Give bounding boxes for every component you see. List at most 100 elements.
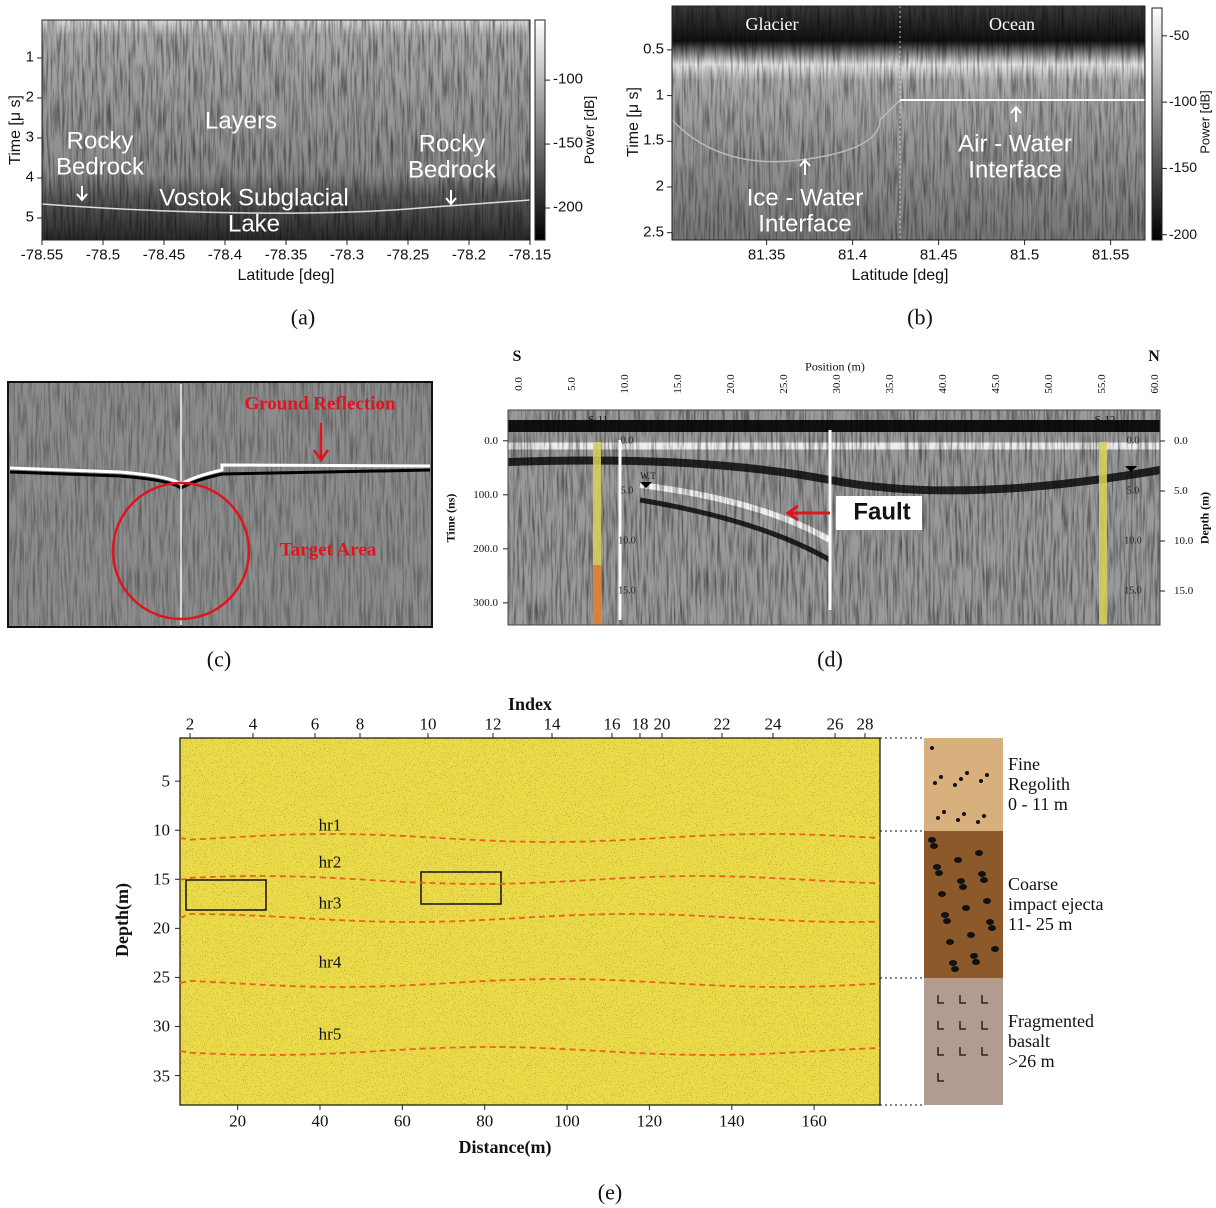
- horizon-label: hr5: [318, 1024, 342, 1044]
- annotation: Target Area: [279, 539, 377, 561]
- tick-label: 20: [653, 714, 671, 734]
- tick-label: 30.0: [830, 374, 843, 394]
- x-axis-label: Latitude [deg]: [237, 267, 335, 285]
- annotation: Interface: [968, 157, 1062, 184]
- tick-label: -100: [1169, 93, 1198, 110]
- tick-label: 22: [713, 714, 731, 734]
- caption: (e): [597, 1179, 623, 1205]
- tick-label: 12: [484, 714, 502, 734]
- texture-dot: [986, 919, 994, 925]
- annotation: Bedrock: [407, 157, 497, 184]
- tick-label: 8: [355, 714, 365, 734]
- tick-label: 120: [636, 1111, 663, 1131]
- tick-label: -150: [1169, 159, 1198, 176]
- tick-label: -150: [553, 134, 584, 152]
- tick-label: 10: [419, 714, 437, 734]
- texture-dot: [946, 939, 954, 945]
- layer-label: basalt: [1008, 1030, 1050, 1051]
- texture-dot: [951, 966, 959, 972]
- texture-dot: [965, 771, 969, 775]
- tick-label: 55.0: [1095, 374, 1108, 394]
- caption: (d): [817, 646, 843, 672]
- tick-label: 300.0: [473, 596, 498, 609]
- tick-label: -200: [1169, 225, 1198, 242]
- tick-label: 26: [826, 714, 844, 734]
- texture-dot: [983, 898, 991, 904]
- x-axis-label: Latitude [deg]: [851, 267, 949, 285]
- tick-label: 1: [25, 48, 34, 66]
- horizon-line: [179, 1046, 881, 1056]
- texture-dot: [980, 877, 988, 883]
- top-axis-label: Index: [507, 693, 553, 714]
- annotation: Vostok Subglacial: [159, 184, 349, 212]
- panel-d-image: [507, 410, 1161, 625]
- texture-dot: [930, 843, 938, 849]
- y2-axis-label: Depth (m): [1197, 491, 1212, 545]
- borehole-depth-label: 10.0: [618, 535, 636, 547]
- texture-mark: [981, 1047, 988, 1056]
- annotation: Ground Reflection: [244, 393, 396, 415]
- annotation: Rocky: [418, 130, 486, 158]
- tick-label: 40.0: [936, 374, 949, 394]
- tick-label: 60: [393, 1111, 411, 1131]
- layer-label: >26 m: [1008, 1051, 1055, 1072]
- texture-mark: [959, 995, 966, 1004]
- tick-label: 4: [25, 168, 34, 186]
- tick-label: 30: [153, 1016, 170, 1036]
- texture-mark: [959, 1021, 966, 1030]
- borehole-depth-label: 0.0: [1126, 435, 1140, 447]
- texture-dot: [979, 779, 983, 783]
- tick-label: 24: [764, 714, 782, 734]
- texture-mark: [959, 1047, 966, 1056]
- texture-dot: [985, 773, 989, 777]
- annotation: Glacier: [745, 13, 799, 34]
- colorbar: [534, 19, 546, 241]
- tick-label: 5.0: [565, 377, 578, 391]
- tick-label: -50: [1169, 26, 1190, 43]
- tick-label: 16: [603, 714, 621, 734]
- texture-dot: [935, 870, 943, 876]
- texture-mark: [937, 1021, 944, 1030]
- tick-label: 1: [655, 86, 664, 104]
- tick-label: 81.55: [1091, 246, 1130, 264]
- tick-label: 2: [185, 714, 195, 734]
- texture-dot: [941, 912, 949, 918]
- texture-dot: [967, 932, 975, 938]
- texture-dot: [933, 864, 941, 870]
- borehole-label: S-12: [1094, 413, 1116, 426]
- caption: (b): [907, 304, 933, 330]
- tick-label: 15.0: [671, 374, 684, 394]
- tick-label: 2.5: [643, 223, 664, 241]
- texture-dot: [975, 850, 983, 856]
- texture-mark: [937, 995, 944, 1004]
- tick-label: 14: [543, 714, 561, 734]
- x-axis-label: Distance(m): [458, 1136, 552, 1157]
- caption: (c): [206, 646, 232, 672]
- borehole-depth-label: 15.0: [618, 585, 636, 597]
- end-label: S: [512, 348, 522, 366]
- tick-label: 1.5: [643, 131, 664, 149]
- tick-label: 10.0: [618, 374, 631, 394]
- texture-mark: [937, 1047, 944, 1056]
- panel-b-image: [671, 6, 1145, 240]
- tick-label: 45.0: [989, 374, 1002, 394]
- plot-frame: [671, 5, 1146, 241]
- layer-label: Regolith: [1008, 773, 1070, 794]
- tick-label: 100: [554, 1111, 580, 1131]
- colorbar-label: Power [dB]: [1197, 90, 1213, 154]
- tick-label: 160: [801, 1111, 827, 1131]
- horizon-line: [179, 875, 881, 885]
- y-axis-label: Time [μ s]: [625, 87, 643, 157]
- texture-dot: [939, 775, 943, 779]
- layer-label: impact ejecta: [1008, 893, 1104, 914]
- texture-dot: [956, 818, 960, 822]
- tick-label: 0.5: [643, 40, 664, 58]
- texture-dot: [936, 816, 940, 820]
- tick-label: -78.55: [20, 246, 64, 264]
- y-axis-label: Time [μ s]: [7, 95, 25, 165]
- panel-e-image: [179, 737, 1003, 1106]
- texture-mark: [981, 995, 988, 1004]
- tick-label: 3: [25, 128, 34, 146]
- tick-label: 15.0: [1174, 584, 1194, 597]
- texture-dot: [970, 953, 978, 959]
